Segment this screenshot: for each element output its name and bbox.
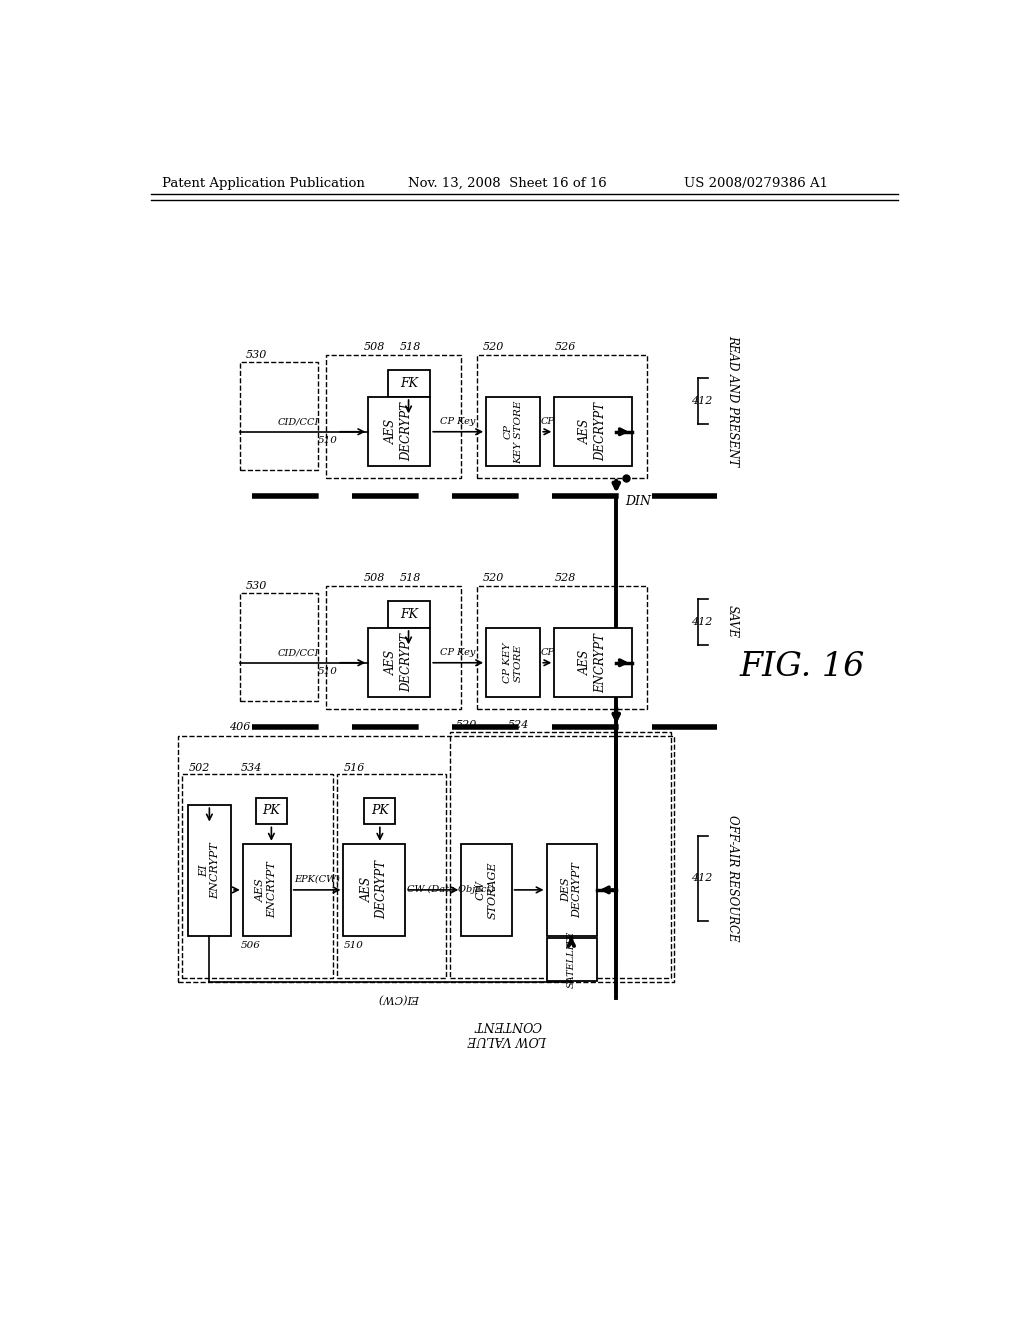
- Bar: [326, 586, 461, 709]
- Text: FK: FK: [400, 378, 418, 391]
- Bar: [388, 601, 430, 628]
- Text: 528: 528: [555, 573, 577, 583]
- Text: 534: 534: [241, 763, 262, 774]
- Bar: [477, 355, 647, 478]
- Text: CP KEY
STORE: CP KEY STORE: [504, 643, 523, 682]
- Text: Patent Application Publication: Patent Application Publication: [162, 177, 366, 190]
- Text: SAVE: SAVE: [726, 606, 739, 639]
- Text: 518: 518: [400, 573, 422, 583]
- Text: AES
DECRYPT: AES DECRYPT: [385, 634, 414, 692]
- Text: 502: 502: [188, 763, 210, 774]
- Text: EI(CW): EI(CW): [379, 993, 420, 1003]
- Bar: [554, 628, 632, 697]
- Text: CP: CP: [541, 648, 554, 657]
- Text: PK: PK: [371, 804, 389, 817]
- Bar: [343, 843, 406, 936]
- Text: 520: 520: [483, 342, 505, 352]
- Text: CID/CCI: CID/CCI: [278, 417, 319, 426]
- Text: 520: 520: [483, 573, 505, 583]
- Bar: [369, 628, 430, 697]
- Text: DIN: DIN: [626, 495, 651, 508]
- Bar: [178, 737, 675, 982]
- Text: 518: 518: [400, 342, 422, 352]
- Bar: [547, 939, 597, 981]
- Bar: [188, 805, 231, 936]
- Text: PK: PK: [262, 804, 281, 817]
- Bar: [369, 397, 430, 466]
- Text: CP Key: CP Key: [440, 648, 476, 657]
- Bar: [554, 397, 632, 466]
- Text: FIG. 16: FIG. 16: [739, 651, 865, 682]
- Bar: [241, 594, 317, 701]
- Text: FK: FK: [400, 609, 418, 622]
- Text: CW
STORAGE: CW STORAGE: [475, 861, 498, 919]
- Bar: [326, 355, 461, 478]
- Text: AES
DECRYPT: AES DECRYPT: [385, 403, 414, 461]
- Text: CP
KEY STORE: CP KEY STORE: [504, 400, 523, 463]
- Bar: [365, 797, 395, 825]
- Text: AES
ENCRYPT: AES ENCRYPT: [579, 632, 607, 693]
- Text: 412: 412: [691, 396, 712, 407]
- Text: OFF-AIR RESOURCE: OFF-AIR RESOURCE: [726, 814, 739, 941]
- Bar: [486, 397, 541, 466]
- Text: 530: 530: [246, 581, 267, 591]
- Text: LOW VALUE
CONTENT: LOW VALUE CONTENT: [468, 1018, 548, 1047]
- Text: 526: 526: [555, 342, 577, 352]
- Text: SATELLITE: SATELLITE: [567, 931, 577, 989]
- Text: EI
ENCRYPT: EI ENCRYPT: [199, 842, 220, 899]
- Text: Nov. 13, 2008  Sheet 16 of 16: Nov. 13, 2008 Sheet 16 of 16: [409, 177, 607, 190]
- Bar: [450, 733, 671, 978]
- Bar: [241, 363, 317, 470]
- Bar: [388, 370, 430, 397]
- Text: 510: 510: [343, 941, 364, 950]
- Text: 516: 516: [343, 763, 365, 774]
- Bar: [486, 628, 541, 697]
- Text: 506: 506: [241, 941, 260, 950]
- Text: 510: 510: [318, 436, 338, 445]
- Text: AES
ENCRYPT: AES ENCRYPT: [256, 862, 278, 919]
- Bar: [337, 775, 445, 978]
- Text: 530: 530: [246, 350, 267, 360]
- Bar: [256, 797, 287, 825]
- Text: CID/CCI: CID/CCI: [278, 648, 319, 657]
- Text: 412: 412: [691, 616, 712, 627]
- Text: 524: 524: [508, 719, 529, 730]
- Text: CP: CP: [541, 417, 554, 426]
- Bar: [461, 843, 512, 936]
- Text: CW (Data Object): CW (Data Object): [407, 886, 495, 895]
- Bar: [547, 843, 597, 936]
- Text: 412: 412: [691, 874, 712, 883]
- Bar: [243, 843, 291, 936]
- Text: READ AND PRESENT: READ AND PRESENT: [726, 335, 739, 466]
- Bar: [477, 586, 647, 709]
- Text: DES
DECRYPT: DES DECRYPT: [561, 862, 583, 917]
- Text: US 2008/0279386 A1: US 2008/0279386 A1: [684, 177, 827, 190]
- Text: 508: 508: [364, 342, 385, 352]
- Text: 510: 510: [318, 667, 338, 676]
- Text: 406: 406: [228, 722, 250, 733]
- Text: CP Key: CP Key: [440, 417, 476, 426]
- Text: EPK(CW): EPK(CW): [294, 875, 340, 884]
- Text: 508: 508: [364, 573, 385, 583]
- Text: 520: 520: [456, 719, 477, 730]
- Bar: [182, 775, 334, 978]
- Text: AES
DECRYPT: AES DECRYPT: [579, 403, 607, 461]
- Text: AES
DECRYPT: AES DECRYPT: [360, 861, 388, 920]
